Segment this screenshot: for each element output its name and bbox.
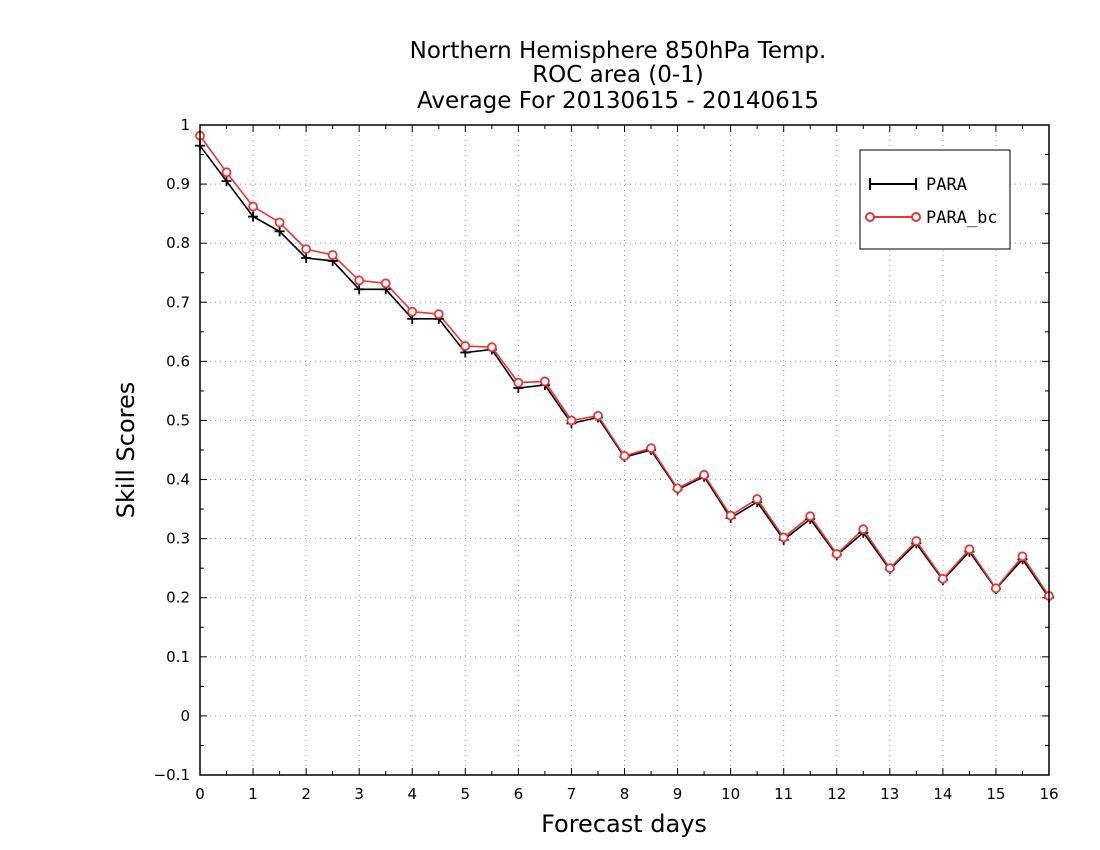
data-point-para-bc <box>433 309 444 319</box>
x-tick-label: 4 <box>407 785 417 803</box>
x-tick-label: 2 <box>301 785 311 803</box>
data-point-para-bc <box>380 278 391 289</box>
data-point-para-bc <box>619 451 630 461</box>
data-point-para-bc <box>725 510 736 521</box>
data-point-para-bc <box>248 201 258 212</box>
axis-ticks: 0 1 2 3 4 5 6 7 8 9 10 11 12 13 14 15 16−0.100.10.20.30.… <box>154 116 1059 803</box>
y-tick-label: 0.5 <box>166 411 190 429</box>
data-point-para-bc <box>513 377 524 388</box>
x-tick-label: 5 <box>461 785 471 803</box>
x-tick-label: 1 <box>248 785 258 803</box>
y-tick-label: 0.1 <box>166 648 190 666</box>
y-tick-label: 0.2 <box>166 589 190 607</box>
data-point-para-bc <box>937 573 948 584</box>
grid <box>200 125 1049 775</box>
data-point-para <box>274 226 285 237</box>
data-point-para-bc <box>221 167 232 178</box>
data-point-para <box>354 284 365 295</box>
y-tick-label: 0 <box>180 707 190 725</box>
x-tick-label: 7 <box>567 785 577 803</box>
x-tick-label: 3 <box>354 785 364 803</box>
data-point-para-bc <box>460 341 471 351</box>
legend-label-para: PARA <box>926 175 967 195</box>
data-point-para-bc <box>805 511 816 522</box>
data-point-para-bc <box>407 306 418 317</box>
data-point-para-bc <box>540 376 550 387</box>
data-point-para-bc <box>301 244 312 254</box>
data-point-para-bc <box>778 532 789 543</box>
data-point-para-bc <box>672 483 683 494</box>
x-tick-label: 10 <box>721 785 740 803</box>
data-point-para-bc <box>752 494 763 504</box>
legend-swatch-para-bc-marker <box>865 212 875 222</box>
data-point-para-bc <box>486 342 497 353</box>
chart-title-line-1: Northern Hemisphere 850hPa Temp. <box>410 38 827 64</box>
data-point-para <box>221 176 232 187</box>
data-point-para-bc <box>991 583 1001 594</box>
data-point-para-bc <box>566 415 577 426</box>
x-tick-label: 8 <box>620 785 630 803</box>
x-tick-label: 0 <box>195 785 205 803</box>
y-tick-label: 0.8 <box>166 234 190 252</box>
y-axis-title: Skill Scores <box>112 382 140 519</box>
chart-title-line-3: Average For 20130615 - 20140615 <box>417 88 819 114</box>
y-tick-label: 0.4 <box>166 471 190 489</box>
y-tick-label: 0.3 <box>166 530 190 548</box>
legend: PARA PARA_bc <box>859 149 1011 250</box>
y-tick-label: 0.7 <box>166 293 190 311</box>
x-tick-label: 9 <box>673 785 683 803</box>
x-tick-label: 14 <box>933 785 952 803</box>
x-tick-label: 16 <box>1039 785 1058 803</box>
data-point-para-bc <box>354 275 365 286</box>
chart-title-line-2: ROC area (0-1) <box>532 62 704 88</box>
x-tick-label: 13 <box>880 785 899 803</box>
legend-box <box>859 149 1011 250</box>
legend-swatch-para-bc-marker <box>911 212 921 222</box>
data-point-para-bc <box>884 563 895 574</box>
y-tick-label: 1 <box>180 116 190 134</box>
y-tick-label: 0.6 <box>166 352 190 370</box>
legend-label-para-bc: PARA_bc <box>926 208 998 228</box>
y-tick-label: 0.9 <box>166 175 190 193</box>
x-tick-label: 12 <box>827 785 846 803</box>
data-point-para-bc <box>699 469 709 480</box>
x-tick-label: 15 <box>986 785 1005 803</box>
x-tick-label: 6 <box>514 785 524 803</box>
data-point-para-bc <box>858 524 869 535</box>
data-point-para-bc <box>646 443 656 454</box>
plot-area-frame <box>199 124 1050 776</box>
data-point-para-bc <box>327 250 338 260</box>
data-point-para-bc <box>274 217 285 228</box>
data-point-para <box>248 211 259 222</box>
data-point-para-bc <box>593 410 603 421</box>
data-point-para-bc <box>964 544 975 555</box>
y-tick-label: −0.1 <box>154 766 190 784</box>
x-axis-title: Forecast days <box>541 810 707 838</box>
data-point-para-bc <box>831 549 842 559</box>
data-point-para <box>301 252 312 263</box>
data-point-para-bc <box>911 536 922 546</box>
x-tick-label: 11 <box>774 785 793 803</box>
series-lines <box>195 130 1054 603</box>
data-point-para-bc <box>1017 551 1028 562</box>
